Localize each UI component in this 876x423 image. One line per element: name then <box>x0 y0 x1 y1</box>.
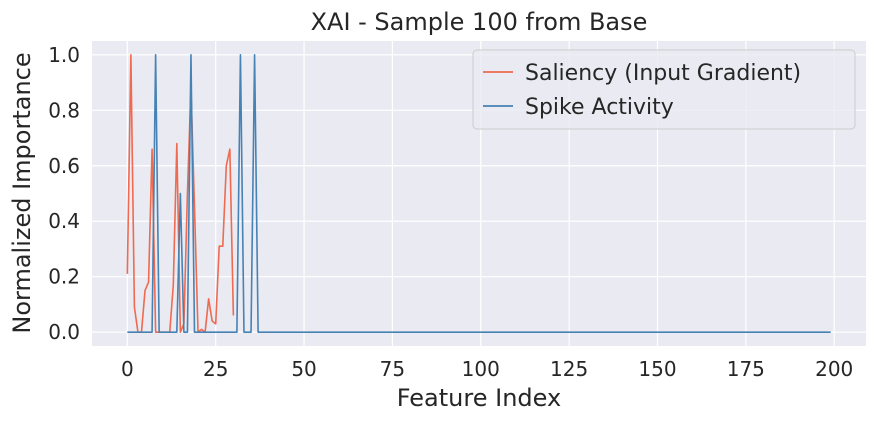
x-tick-label: 75 <box>380 357 405 381</box>
y-tick-label: 0.8 <box>48 98 80 122</box>
legend-label: Saliency (Input Gradient) <box>525 61 801 86</box>
y-axis-ticks: 0.0 0.2 0.4 0.6 0.8 1.0 <box>48 43 80 344</box>
x-tick-label: 125 <box>550 357 588 381</box>
x-tick-label: 0 <box>121 357 134 381</box>
x-axis-ticks: 0 25 50 75 100 125 150 175 200 <box>121 357 853 381</box>
x-tick-label: 50 <box>291 357 316 381</box>
x-tick-label: 150 <box>638 357 676 381</box>
series-line-spike-activity <box>127 54 831 333</box>
y-axis-title: Normalized Importance <box>8 52 36 333</box>
series-layer <box>126 54 831 333</box>
x-axis-title: Feature Index <box>397 384 561 412</box>
x-tick-label: 200 <box>815 357 853 381</box>
legend: Saliency (Input Gradient) Spike Activity <box>472 49 856 130</box>
y-tick-label: 0.6 <box>48 154 80 178</box>
x-tick-label: 25 <box>203 357 228 381</box>
legend-label: Spike Activity <box>525 95 674 120</box>
y-tick-label: 0.4 <box>48 209 80 233</box>
series-line-saliency <box>126 54 235 333</box>
y-tick-label: 0.0 <box>48 320 80 344</box>
legend-box <box>472 49 856 130</box>
y-tick-label: 0.2 <box>48 265 80 289</box>
x-tick-label: 175 <box>727 357 765 381</box>
x-tick-label: 100 <box>462 357 500 381</box>
chart-title: XAI - Sample 100 from Base <box>311 8 648 36</box>
y-tick-label: 1.0 <box>48 43 80 67</box>
